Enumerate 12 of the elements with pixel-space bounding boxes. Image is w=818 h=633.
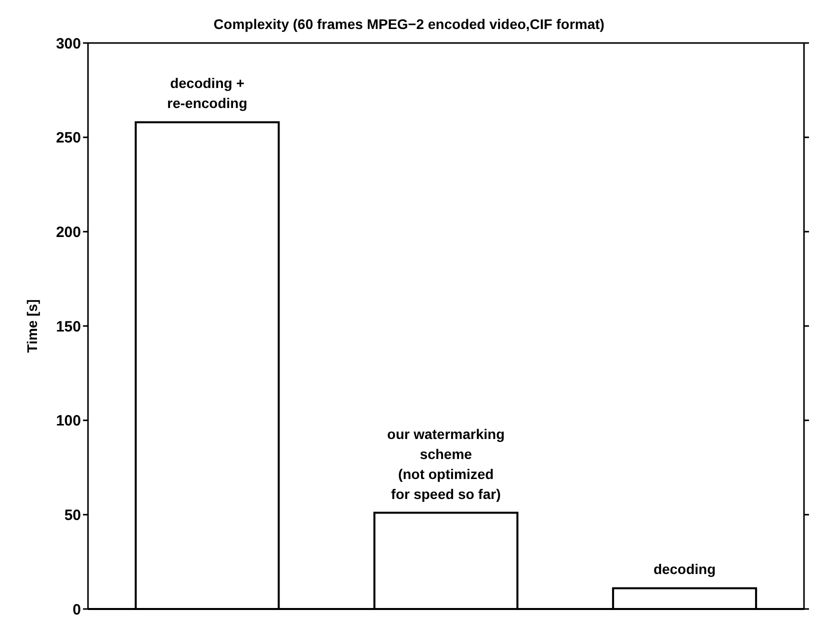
y-tick-label: 200 xyxy=(56,224,81,241)
x-tick-label: decoding + re-encoding xyxy=(167,75,248,112)
y-tick-label: 100 xyxy=(56,412,81,430)
y-tick-label: 0 xyxy=(72,601,81,618)
y-tick-label: 300 xyxy=(56,35,81,52)
y-tick-label: 250 xyxy=(56,130,81,147)
chart-title: Complexity (60 frames MPEG−2 encoded video,CIF format) xyxy=(212,16,606,32)
y-tick-label: 150 xyxy=(56,318,81,336)
x-tick-label: our watermarking scheme (not optimized for speed so far) xyxy=(387,426,505,502)
y-axis-title: Time [s] xyxy=(24,299,40,353)
x-tick-label: decoding xyxy=(653,561,716,578)
y-tick-label: 50 xyxy=(64,506,81,524)
